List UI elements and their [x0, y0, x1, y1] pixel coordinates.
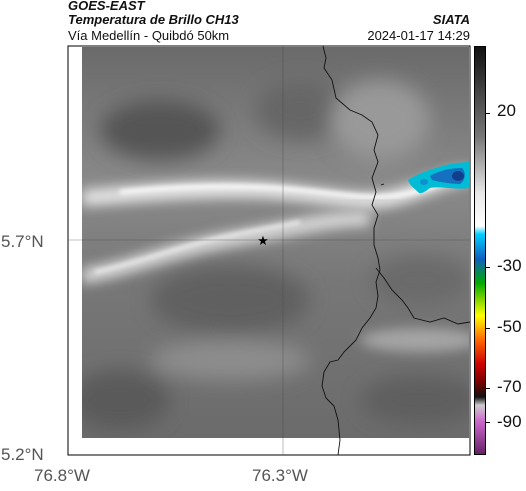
colorbar-tick: [486, 388, 490, 389]
colorbar: [474, 46, 490, 455]
border-line-top: [380, 183, 385, 186]
colorbar-tick: [486, 328, 490, 329]
title-line-1: GOES-EAST: [68, 0, 145, 13]
x-tick-label: 76.3°W: [252, 466, 308, 485]
x-tick-label: 76.8°W: [34, 466, 90, 485]
colorbar-tick: [486, 422, 490, 423]
border-line-branch: [375, 267, 471, 325]
border-line-main: [321, 45, 381, 456]
title-line-2: Temperatura de Brillo CH13: [68, 12, 239, 27]
colorbar-tick-label: -30: [497, 256, 522, 275]
datetime-label: 2024-01-17 14:29: [367, 28, 470, 43]
y-tick-label: 5.2°N: [1, 445, 44, 464]
colorbar-tick-label: -70: [497, 377, 522, 396]
colorbar-tick-label: -50: [497, 317, 522, 336]
colorbar-tick: [486, 267, 490, 268]
y-tick-label: 5.7°N: [1, 232, 44, 251]
imagery-layer: [82, 47, 469, 438]
colorbar-tick-label: -90: [497, 412, 522, 431]
source-label: SIATA: [432, 12, 470, 27]
colorbar-tick: [486, 113, 490, 114]
star-marker: ★: [257, 234, 269, 249]
title-line-3: Vía Medellín - Quibdó 50km: [68, 28, 230, 43]
colorbar-tick-label: 20: [497, 101, 516, 120]
